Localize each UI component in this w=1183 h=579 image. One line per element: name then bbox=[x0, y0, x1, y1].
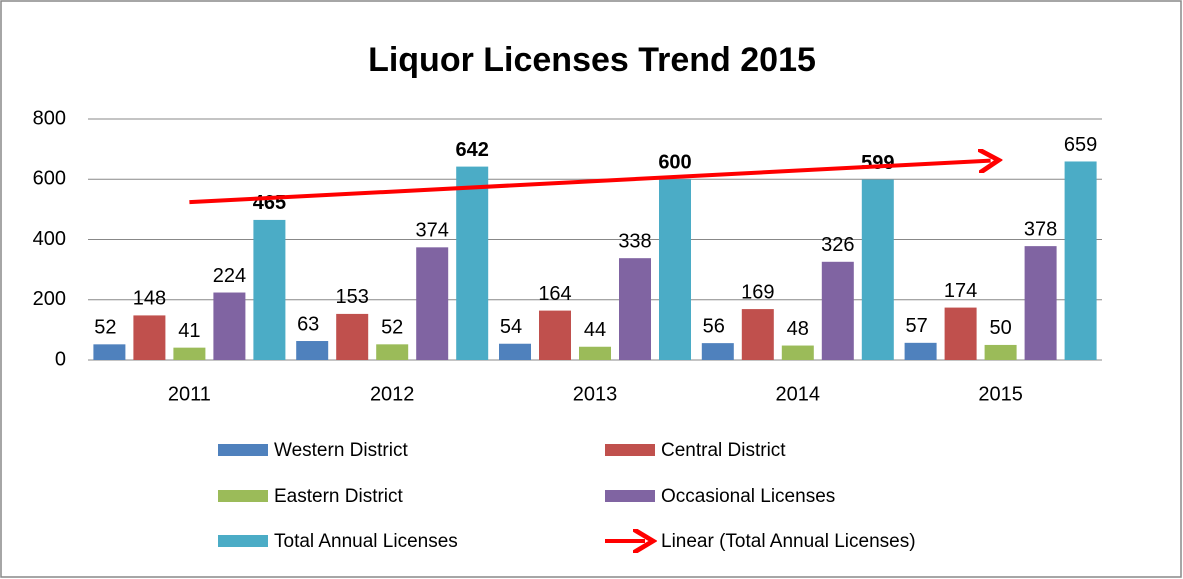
x-tick-label: 2012 bbox=[370, 383, 415, 405]
y-tick-label: 400 bbox=[33, 228, 66, 250]
bar bbox=[701, 343, 734, 360]
legend-swatch bbox=[218, 535, 268, 547]
bar bbox=[539, 310, 571, 360]
data-label: 600 bbox=[658, 152, 691, 174]
legend-swatch bbox=[218, 444, 268, 456]
legend-label: Eastern District bbox=[274, 486, 404, 507]
x-tick-label: 2015 bbox=[978, 383, 1023, 405]
x-tick-label: 2011 bbox=[168, 383, 211, 405]
y-tick-label: 200 bbox=[33, 288, 66, 310]
legend-label: Occasional Licenses bbox=[661, 486, 835, 507]
legend-label: Total Annual Licenses bbox=[274, 531, 458, 552]
bar bbox=[659, 179, 691, 360]
bar bbox=[984, 344, 1017, 360]
legend-swatch bbox=[218, 490, 268, 502]
bar bbox=[1024, 246, 1057, 360]
data-label: 54 bbox=[500, 316, 522, 338]
trendline bbox=[189, 161, 990, 205]
legend-label: Central District bbox=[661, 440, 786, 461]
data-label: 169 bbox=[741, 281, 774, 303]
data-label: 52 bbox=[94, 317, 116, 339]
data-label: 659 bbox=[1064, 134, 1097, 156]
data-label: 164 bbox=[538, 283, 571, 305]
chart-title: Liquor Licenses Trend 2015 bbox=[368, 41, 816, 79]
data-label: 378 bbox=[1024, 218, 1057, 240]
bar bbox=[296, 341, 329, 360]
bar bbox=[944, 307, 977, 360]
data-label: 326 bbox=[821, 234, 854, 256]
bar bbox=[376, 344, 409, 360]
bar bbox=[619, 258, 651, 360]
data-label: 338 bbox=[618, 230, 651, 252]
data-label: 224 bbox=[213, 265, 246, 287]
bar bbox=[579, 346, 611, 360]
bar bbox=[499, 343, 531, 360]
x-tick-label: 2014 bbox=[776, 383, 821, 405]
y-tick-label: 600 bbox=[33, 168, 66, 190]
data-label: 642 bbox=[456, 139, 489, 161]
data-label: 50 bbox=[989, 317, 1011, 339]
bar bbox=[336, 313, 369, 360]
data-label: 599 bbox=[861, 152, 894, 174]
data-label: 52 bbox=[381, 317, 403, 339]
bar bbox=[456, 166, 489, 360]
bar bbox=[1064, 161, 1097, 360]
data-label: 153 bbox=[336, 286, 369, 308]
bar bbox=[133, 315, 166, 360]
bar bbox=[173, 347, 206, 360]
data-label: 374 bbox=[416, 220, 449, 242]
data-label: 148 bbox=[133, 288, 166, 310]
legend-swatch bbox=[605, 444, 655, 456]
y-tick-label: 0 bbox=[55, 348, 66, 370]
bar bbox=[416, 247, 449, 360]
y-tick-label: 800 bbox=[33, 107, 66, 129]
data-label: 174 bbox=[944, 280, 977, 302]
bar bbox=[821, 261, 854, 360]
bar bbox=[904, 342, 937, 360]
data-label: 48 bbox=[787, 318, 809, 340]
bar bbox=[861, 179, 894, 360]
x-tick-label: 2013 bbox=[573, 383, 618, 405]
bar bbox=[781, 345, 814, 360]
legend-label: Western District bbox=[274, 440, 408, 461]
bar bbox=[741, 309, 774, 360]
data-label: 56 bbox=[703, 315, 725, 337]
bar bbox=[253, 219, 286, 360]
legend-swatch bbox=[605, 490, 655, 502]
data-label: 44 bbox=[584, 319, 606, 341]
bar bbox=[213, 292, 246, 360]
legend-label: Linear (Total Annual Licenses) bbox=[661, 531, 916, 552]
bar bbox=[93, 344, 126, 360]
data-label: 57 bbox=[905, 315, 927, 337]
data-label: 63 bbox=[297, 313, 319, 335]
data-label: 41 bbox=[178, 320, 200, 342]
